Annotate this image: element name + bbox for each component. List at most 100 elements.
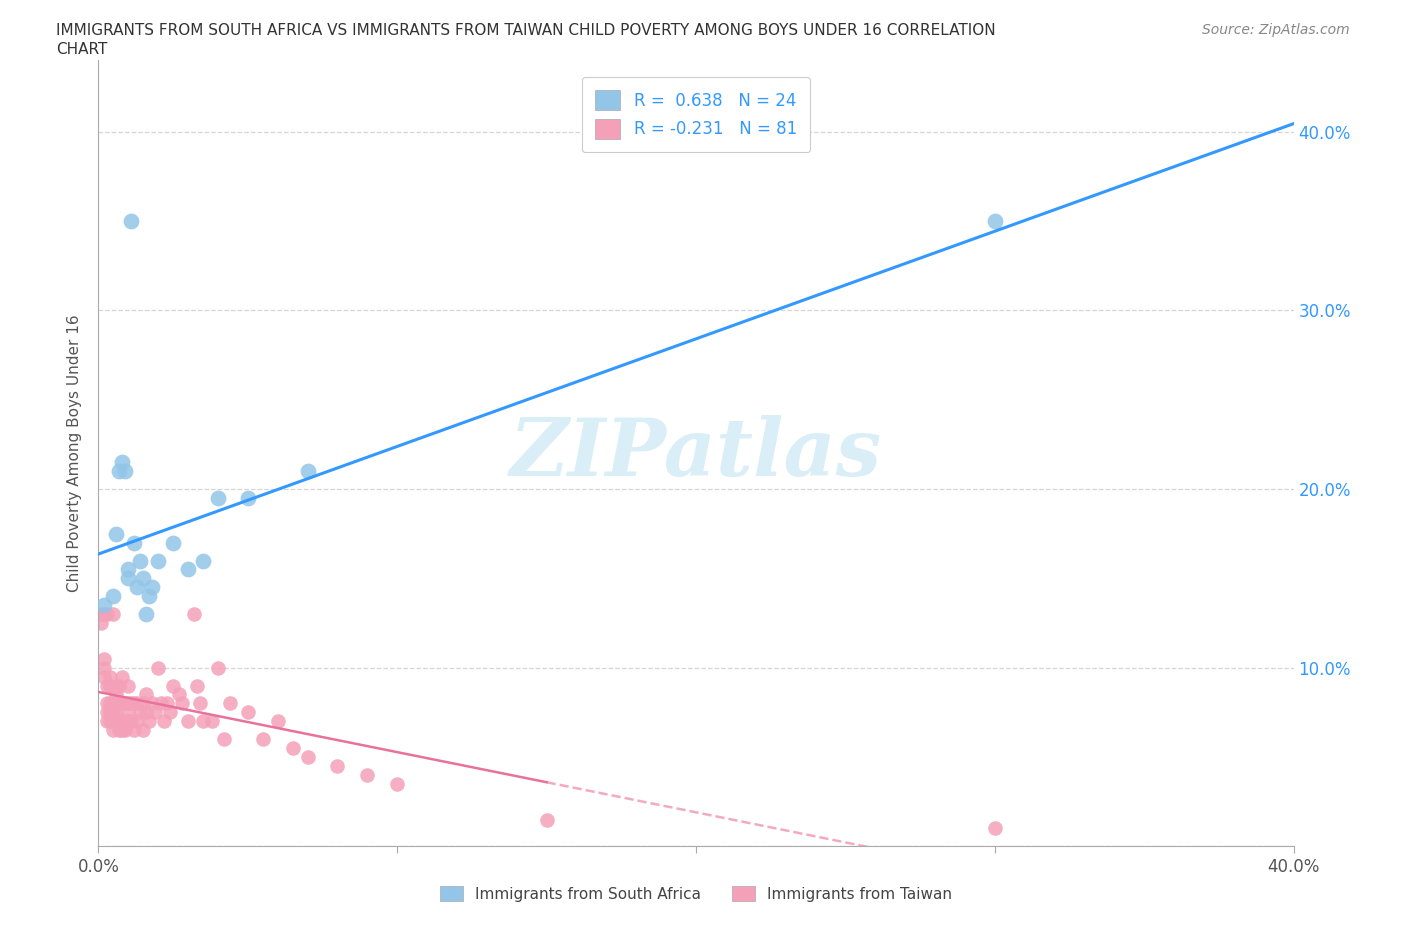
Point [129,705,152,720]
Point [148,553,170,568]
Point [96,678,118,693]
Point [236,705,259,720]
Point [103,723,125,737]
Point [114,714,136,729]
Point [90,606,112,621]
Point [93,598,115,613]
Point [135,687,157,702]
Point [96,606,118,621]
Point [297,464,319,479]
Point [267,714,290,729]
Point [153,714,176,729]
Point [93,670,115,684]
Point [143,705,166,720]
Point [156,696,179,711]
Point [114,723,136,737]
Point [120,714,142,729]
Point [108,714,131,729]
Point [129,553,152,568]
Point [103,714,125,729]
Point [98,678,122,693]
Point [127,580,149,595]
Point [117,705,139,720]
Point [96,714,118,729]
Point [219,696,242,711]
Point [114,696,136,711]
Point [105,526,128,541]
Point [117,562,139,577]
Point [201,714,224,729]
Point [172,696,194,711]
Point [105,678,128,693]
Point [108,464,131,479]
Point [117,678,139,693]
Point [105,705,128,720]
Point [281,740,304,755]
Point [111,723,134,737]
Point [207,660,229,675]
Point [141,580,163,595]
Point [96,705,118,720]
Point [236,491,259,506]
Point [108,696,131,711]
Point [111,670,134,684]
Point [356,767,378,782]
Point [191,714,214,729]
Point [105,714,128,729]
Point [127,696,149,711]
Point [103,705,125,720]
Point [98,670,122,684]
Point [117,714,139,729]
Point [98,696,122,711]
Legend: Immigrants from South Africa, Immigrants from Taiwan: Immigrants from South Africa, Immigrants… [433,878,959,910]
Point [103,696,125,711]
Point [105,696,128,711]
Point [252,732,274,747]
Point [132,723,155,737]
Point [117,696,139,711]
Point [120,214,142,229]
Text: IMMIGRANTS FROM SOUTH AFRICA VS IMMIGRANTS FROM TAIWAN CHILD POVERTY AMONG BOYS : IMMIGRANTS FROM SOUTH AFRICA VS IMMIGRAN… [56,23,995,38]
Point [212,732,235,747]
Point [207,491,229,506]
Point [385,777,409,791]
Point [120,696,142,711]
Point [132,571,155,586]
Point [188,696,211,711]
Point [105,687,128,702]
Point [138,589,160,604]
Point [132,696,155,711]
Point [127,714,149,729]
Point [159,705,181,720]
Point [177,562,200,577]
Point [111,714,134,729]
Point [138,714,160,729]
Point [117,571,139,586]
Point [177,714,200,729]
Point [135,606,157,621]
Point [93,651,115,666]
Point [124,696,146,711]
Point [98,705,122,720]
Point [98,714,122,729]
Point [108,723,131,737]
Point [124,723,146,737]
Text: ZIPatlas: ZIPatlas [510,415,882,492]
Text: CHART: CHART [56,42,108,57]
Point [150,696,173,711]
Point [326,759,349,774]
Point [114,464,136,479]
Point [162,536,184,551]
Point [984,821,1007,836]
Point [162,678,184,693]
Point [148,660,170,675]
Point [135,705,157,720]
Point [191,553,214,568]
Point [103,589,125,604]
Point [167,687,190,702]
Y-axis label: Child Poverty Among Boys Under 16: Child Poverty Among Boys Under 16 [67,314,83,592]
Point [124,536,146,551]
Point [90,616,112,631]
Point [297,750,319,764]
Point [111,455,134,470]
